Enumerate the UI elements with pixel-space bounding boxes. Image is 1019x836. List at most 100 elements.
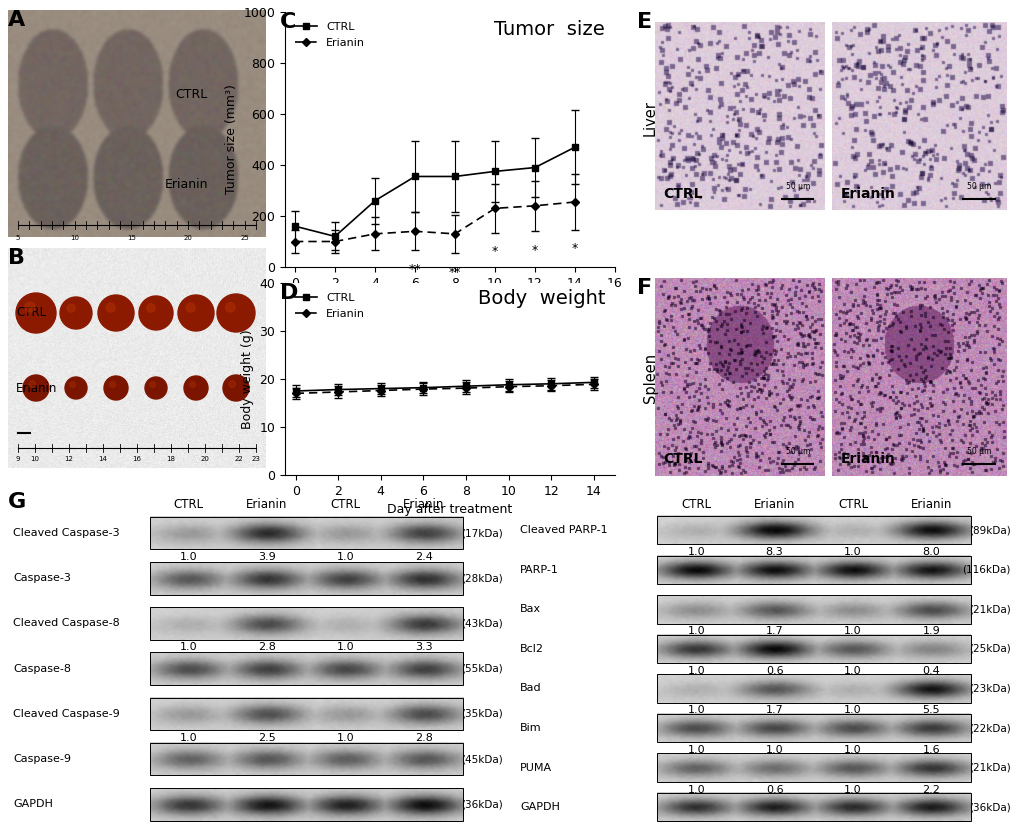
Circle shape (150, 382, 155, 387)
Text: 16: 16 (132, 456, 142, 462)
Text: 1.0: 1.0 (687, 784, 704, 794)
Text: 2.4: 2.4 (415, 552, 432, 562)
Text: Erianin: Erianin (840, 186, 895, 201)
Text: B: B (8, 248, 25, 268)
Text: 3.9: 3.9 (258, 552, 276, 562)
Circle shape (109, 381, 115, 387)
Legend: CTRL, Erianin: CTRL, Erianin (290, 18, 369, 52)
Text: (22kDa): (22kDa) (968, 723, 1010, 733)
Text: 1.0: 1.0 (687, 626, 704, 636)
Text: Spleen: Spleen (642, 353, 657, 403)
Text: A: A (8, 10, 25, 30)
Text: 2.8: 2.8 (258, 642, 276, 652)
Text: (55kDa): (55kDa) (461, 664, 502, 674)
Text: 1.0: 1.0 (687, 745, 704, 755)
Text: 1.0: 1.0 (179, 733, 198, 743)
Bar (656, 793, 970, 822)
Text: *: * (531, 243, 538, 257)
Text: **: ** (448, 266, 461, 278)
Text: E: E (637, 12, 651, 32)
Text: 2.5: 2.5 (258, 733, 276, 743)
Text: 50 μm: 50 μm (966, 182, 990, 191)
X-axis label: Day after treatment: Day after treatment (387, 503, 513, 517)
Text: 0.4: 0.4 (921, 665, 940, 675)
Text: 1.0: 1.0 (844, 706, 861, 716)
Text: Erianin: Erianin (164, 179, 208, 191)
Text: (17kDa): (17kDa) (461, 528, 502, 538)
Circle shape (178, 295, 214, 331)
Text: CTRL: CTRL (662, 452, 702, 466)
Text: CTRL: CTRL (662, 186, 702, 201)
Text: 1.0: 1.0 (765, 745, 783, 755)
Circle shape (145, 377, 167, 399)
Text: (23kDa): (23kDa) (968, 684, 1010, 694)
Circle shape (183, 376, 208, 400)
Bar (150, 743, 463, 776)
Y-axis label: Body weight (g): Body weight (g) (240, 329, 254, 429)
Text: GAPDH: GAPDH (13, 799, 53, 809)
Text: 1.6: 1.6 (922, 745, 940, 755)
Text: CTRL: CTRL (173, 497, 204, 511)
Bar (656, 714, 970, 742)
Text: Cleaved Caspase-3: Cleaved Caspase-3 (13, 528, 119, 538)
Text: 8.3: 8.3 (765, 547, 783, 557)
Text: *: * (491, 245, 497, 258)
Text: 8.0: 8.0 (921, 547, 940, 557)
Circle shape (147, 303, 155, 312)
Text: GAPDH: GAPDH (520, 803, 559, 813)
Circle shape (190, 381, 196, 387)
Text: 5.5: 5.5 (922, 706, 940, 716)
Text: Body  weight: Body weight (477, 288, 604, 308)
Circle shape (65, 377, 87, 399)
Text: (25kDa): (25kDa) (968, 644, 1010, 654)
Text: 1.0: 1.0 (687, 547, 704, 557)
Circle shape (225, 303, 234, 312)
Text: Bax: Bax (520, 604, 540, 614)
Text: Bim: Bim (520, 723, 541, 733)
Bar (150, 562, 463, 594)
Text: 1.0: 1.0 (844, 626, 861, 636)
Text: Tumor  size: Tumor size (494, 20, 604, 38)
Text: 1.0: 1.0 (687, 706, 704, 716)
Text: 1.0: 1.0 (336, 642, 354, 652)
Circle shape (29, 381, 36, 387)
Bar (150, 788, 463, 821)
Text: Liver: Liver (642, 100, 657, 136)
Text: Erianin: Erianin (840, 452, 895, 466)
Text: 20: 20 (201, 456, 209, 462)
Text: 50 μm: 50 μm (785, 182, 809, 191)
Text: (36kDa): (36kDa) (968, 803, 1010, 813)
Text: 22: 22 (234, 456, 244, 462)
Y-axis label: Tumor size (mm³): Tumor size (mm³) (224, 84, 237, 195)
Text: Caspase-3: Caspase-3 (13, 573, 70, 584)
Text: 10: 10 (70, 235, 79, 241)
Text: 50 μm: 50 μm (966, 447, 990, 456)
Text: (45kDa): (45kDa) (461, 754, 502, 764)
Circle shape (23, 375, 49, 401)
Text: Erianin: Erianin (753, 497, 795, 511)
Text: 1.0: 1.0 (844, 547, 861, 557)
Text: D: D (280, 283, 299, 303)
Text: 18: 18 (166, 456, 175, 462)
Text: F: F (637, 278, 651, 298)
Text: PARP-1: PARP-1 (520, 565, 558, 575)
Text: 2.8: 2.8 (415, 733, 432, 743)
Text: PUMA: PUMA (520, 762, 551, 772)
Text: Bcl2: Bcl2 (520, 644, 543, 654)
Text: 10: 10 (31, 456, 40, 462)
Text: (21kDa): (21kDa) (968, 604, 1010, 614)
Bar (656, 675, 970, 703)
Text: Cleaved Caspase-9: Cleaved Caspase-9 (13, 709, 119, 719)
Text: 0.6: 0.6 (765, 665, 783, 675)
Circle shape (223, 375, 249, 401)
Text: 12: 12 (64, 456, 73, 462)
Text: 1.7: 1.7 (765, 626, 783, 636)
Text: (21kDa): (21kDa) (968, 762, 1010, 772)
Text: 1.7: 1.7 (765, 706, 783, 716)
Text: 5: 5 (16, 235, 20, 241)
Text: Cleaved Caspase-8: Cleaved Caspase-8 (13, 619, 119, 629)
Circle shape (217, 294, 255, 332)
Text: 3.3: 3.3 (415, 642, 432, 652)
Text: 1.0: 1.0 (844, 665, 861, 675)
Text: **: ** (409, 263, 421, 276)
